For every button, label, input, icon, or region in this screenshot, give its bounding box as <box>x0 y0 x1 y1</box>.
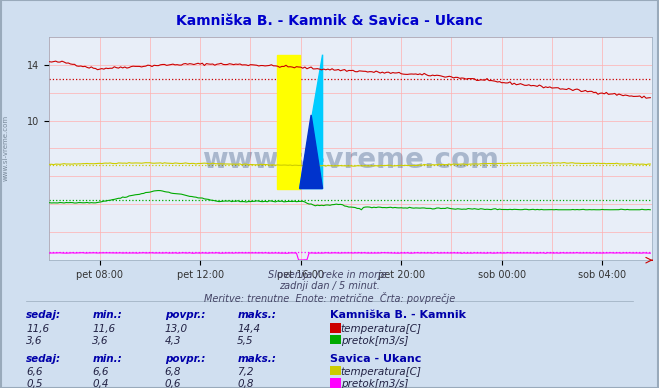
Text: pretok[m3/s]: pretok[m3/s] <box>341 336 408 346</box>
Text: sedaj:: sedaj: <box>26 310 61 320</box>
Text: pretok[m3/s]: pretok[m3/s] <box>341 379 408 388</box>
Text: 0,5: 0,5 <box>26 379 43 388</box>
Text: povpr.:: povpr.: <box>165 354 205 364</box>
Text: Savica - Ukanc: Savica - Ukanc <box>330 354 421 364</box>
Text: 6,8: 6,8 <box>165 367 181 377</box>
Text: www.si-vreme.com: www.si-vreme.com <box>202 146 500 173</box>
Text: 6,6: 6,6 <box>26 367 43 377</box>
Text: Slovenija / reke in morje.: Slovenija / reke in morje. <box>268 270 391 280</box>
Text: temperatura[C]: temperatura[C] <box>341 324 422 334</box>
Text: Kamniška B. - Kamnik & Savica - Ukanc: Kamniška B. - Kamnik & Savica - Ukanc <box>176 14 483 28</box>
Text: www.si-vreme.com: www.si-vreme.com <box>2 114 9 180</box>
Polygon shape <box>300 115 322 189</box>
Text: sedaj:: sedaj: <box>26 354 61 364</box>
Text: 0,4: 0,4 <box>92 379 109 388</box>
Text: maks.:: maks.: <box>237 354 276 364</box>
Text: 11,6: 11,6 <box>92 324 115 334</box>
Text: 3,6: 3,6 <box>26 336 43 346</box>
Text: 11,6: 11,6 <box>26 324 49 334</box>
Text: Kamniška B. - Kamnik: Kamniška B. - Kamnik <box>330 310 465 320</box>
Text: 7,2: 7,2 <box>237 367 254 377</box>
Text: 14,4: 14,4 <box>237 324 260 334</box>
Text: 13,0: 13,0 <box>165 324 188 334</box>
Text: min.:: min.: <box>92 354 122 364</box>
Text: 0,6: 0,6 <box>165 379 181 388</box>
Text: 6,6: 6,6 <box>92 367 109 377</box>
Text: 0,8: 0,8 <box>237 379 254 388</box>
Polygon shape <box>277 55 300 189</box>
Text: 5,5: 5,5 <box>237 336 254 346</box>
Polygon shape <box>300 55 322 189</box>
Text: 4,3: 4,3 <box>165 336 181 346</box>
Text: 3,6: 3,6 <box>92 336 109 346</box>
Text: maks.:: maks.: <box>237 310 276 320</box>
Text: temperatura[C]: temperatura[C] <box>341 367 422 377</box>
Text: povpr.:: povpr.: <box>165 310 205 320</box>
Text: min.:: min.: <box>92 310 122 320</box>
Text: Meritve: trenutne  Enote: metrične  Črta: povprečje: Meritve: trenutne Enote: metrične Črta: … <box>204 292 455 304</box>
Text: zadnji dan / 5 minut.: zadnji dan / 5 minut. <box>279 281 380 291</box>
